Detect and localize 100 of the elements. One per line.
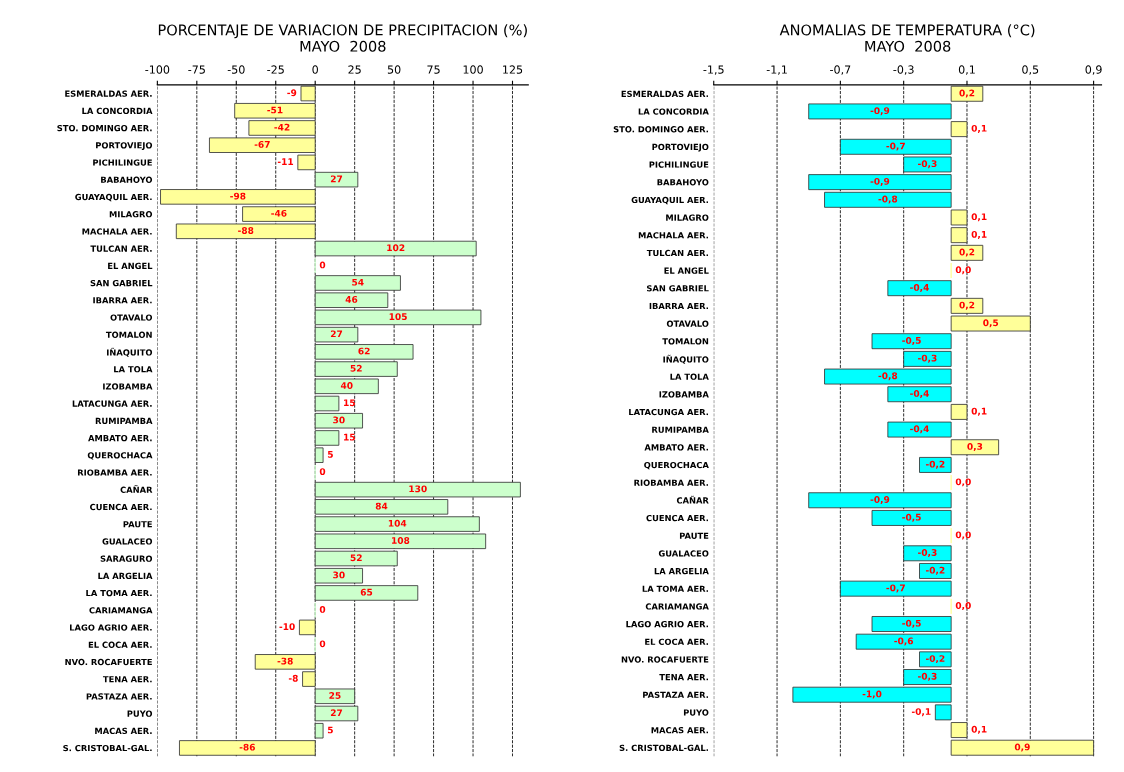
x-tick-label: -100: [145, 65, 170, 74]
data-label: 0: [319, 605, 326, 613]
data-label: 52: [350, 364, 362, 372]
y-tick-label: EL COCA AER.: [88, 641, 152, 648]
data-label: -0,4: [910, 283, 929, 292]
y-tick-label: IBARRA AER.: [93, 297, 152, 304]
y-tick-label: RUMIPAMBA: [95, 417, 153, 425]
data-label: -0,2: [925, 460, 945, 469]
data-label: -42: [274, 123, 290, 131]
data-label: 0,0: [955, 531, 971, 540]
y-tick-label: S. CRISTOBAL-GAL.: [619, 744, 709, 752]
y-tick-label: RUMIPAMBA: [652, 426, 709, 433]
y-tick-label: MILAGRO: [109, 211, 153, 218]
y-tick-label: SARAGURO: [100, 555, 153, 562]
data-label: 0,1: [971, 725, 987, 734]
data-label: 0,2: [959, 248, 975, 257]
bar: [950, 244, 984, 261]
data-label: 15: [344, 433, 355, 441]
data-label: 102: [387, 244, 405, 252]
data-label: -67: [254, 140, 270, 148]
y-tick-label: CUENCA AER.: [646, 514, 709, 522]
y-tick-label: LA TOLA: [670, 373, 709, 380]
data-label: 84: [375, 502, 388, 510]
data-label: 0,9: [1014, 743, 1030, 752]
data-label: -0,4: [910, 390, 929, 398]
chart-title: PORCENTAJE DE VARIACION DE PRECIPITACION (%) MAYO 2008: [158, 24, 527, 52]
data-label: -0,4: [910, 425, 929, 434]
data-label: 30: [333, 416, 345, 424]
data-label: -0,7: [886, 584, 905, 593]
data-label: 108: [392, 537, 410, 544]
data-label: 0,3: [967, 443, 983, 452]
data-label: 15: [344, 399, 355, 407]
bar: [808, 492, 952, 509]
y-tick-label: LATACUNGA AER.: [72, 400, 152, 407]
bar: [871, 616, 952, 632]
data-label: 30: [333, 571, 345, 579]
x-tick-label: 0,5: [1022, 65, 1039, 75]
data-label: 0,1: [971, 407, 987, 416]
y-tick-label: CARIAMANGA: [645, 603, 709, 610]
data-label: 0: [319, 640, 326, 648]
bar: [314, 705, 359, 722]
data-label: -11: [277, 158, 294, 165]
data-label: 25: [329, 692, 341, 699]
bar: [887, 280, 952, 297]
y-tick-label: SAN GABRIEL: [90, 279, 153, 287]
data-label: -0,3: [918, 354, 937, 363]
y-tick-label: CARIAMANGA: [89, 607, 153, 614]
data-label: 27: [330, 175, 343, 183]
y-tick-label: CAÑAR: [120, 485, 153, 493]
data-label: -0,9: [870, 496, 890, 505]
bar: [903, 545, 952, 562]
y-tick-label: PASTAZA AER.: [86, 693, 152, 700]
data-label: 104: [388, 519, 407, 527]
y-tick-label: GUAYAQUIL AER.: [631, 196, 709, 205]
y-tick-label: NVO. ROCAFUERTE: [65, 658, 152, 666]
y-tick-label: MACAS AER.: [95, 727, 152, 735]
y-tick-label: LAGO AGRIO AER.: [70, 624, 152, 631]
data-label: 46: [345, 295, 358, 303]
y-tick-label: TENA AER.: [659, 674, 709, 681]
y-tick-label: PAUTE: [123, 521, 152, 528]
y-tick-label: BABAHOYO: [657, 179, 709, 186]
data-label: 130: [409, 485, 427, 493]
bar: [314, 550, 398, 567]
bar: [871, 510, 952, 526]
y-tick-label: IÑAQUITO: [663, 354, 709, 364]
y-tick-label: EL ANGEL: [108, 262, 153, 270]
data-label: -46: [271, 209, 287, 217]
y-tick-label: EL COCA AER.: [645, 638, 709, 645]
chart-title: ANOMALIAS DE TEMPERATURA (°C) MAYO 2008: [779, 24, 1035, 52]
y-tick-label: TOMALON: [105, 331, 152, 338]
data-label: -8: [288, 674, 298, 682]
y-tick-label: ESMERALDAS AER.: [65, 90, 152, 97]
y-tick-label: PORTOVIEJO: [652, 143, 709, 152]
data-label: -0,9: [870, 177, 890, 186]
y-tick-label: MACHALA AER.: [82, 228, 152, 235]
y-tick-label: MACAS AER.: [651, 727, 709, 734]
x-tick-label: -0,7: [830, 65, 851, 75]
x-tick-label: -50: [227, 65, 245, 74]
y-tick-label: STO. DOMINGO AER.: [57, 124, 152, 132]
y-tick-label: CUENCA AER.: [90, 503, 152, 511]
data-label: 0,1: [971, 124, 987, 133]
data-label: -0,2: [925, 566, 945, 575]
bar: [950, 739, 1095, 756]
data-label: 0,2: [959, 89, 975, 98]
y-tick-label: SAN GABRIEL: [646, 285, 709, 292]
y-tick-label: MILAGRO: [666, 214, 709, 221]
y-tick-label: TENA AER.: [102, 676, 152, 683]
data-label: -0,3: [918, 672, 937, 681]
y-tick-label: PICHILINGUE: [649, 161, 709, 168]
data-label: 0,0: [955, 602, 971, 611]
data-label: -0,8: [878, 372, 898, 381]
data-label: 52: [350, 554, 362, 562]
data-label: -10: [279, 623, 295, 631]
data-label: -0,8: [878, 195, 898, 204]
data-label: -0,1: [911, 708, 931, 717]
y-tick-label: PUYO: [683, 709, 709, 716]
y-tick-label: LATACUNGA AER.: [629, 408, 709, 416]
data-label: 27: [330, 330, 343, 338]
data-label: 54: [352, 278, 364, 286]
data-label: -86: [239, 743, 255, 751]
